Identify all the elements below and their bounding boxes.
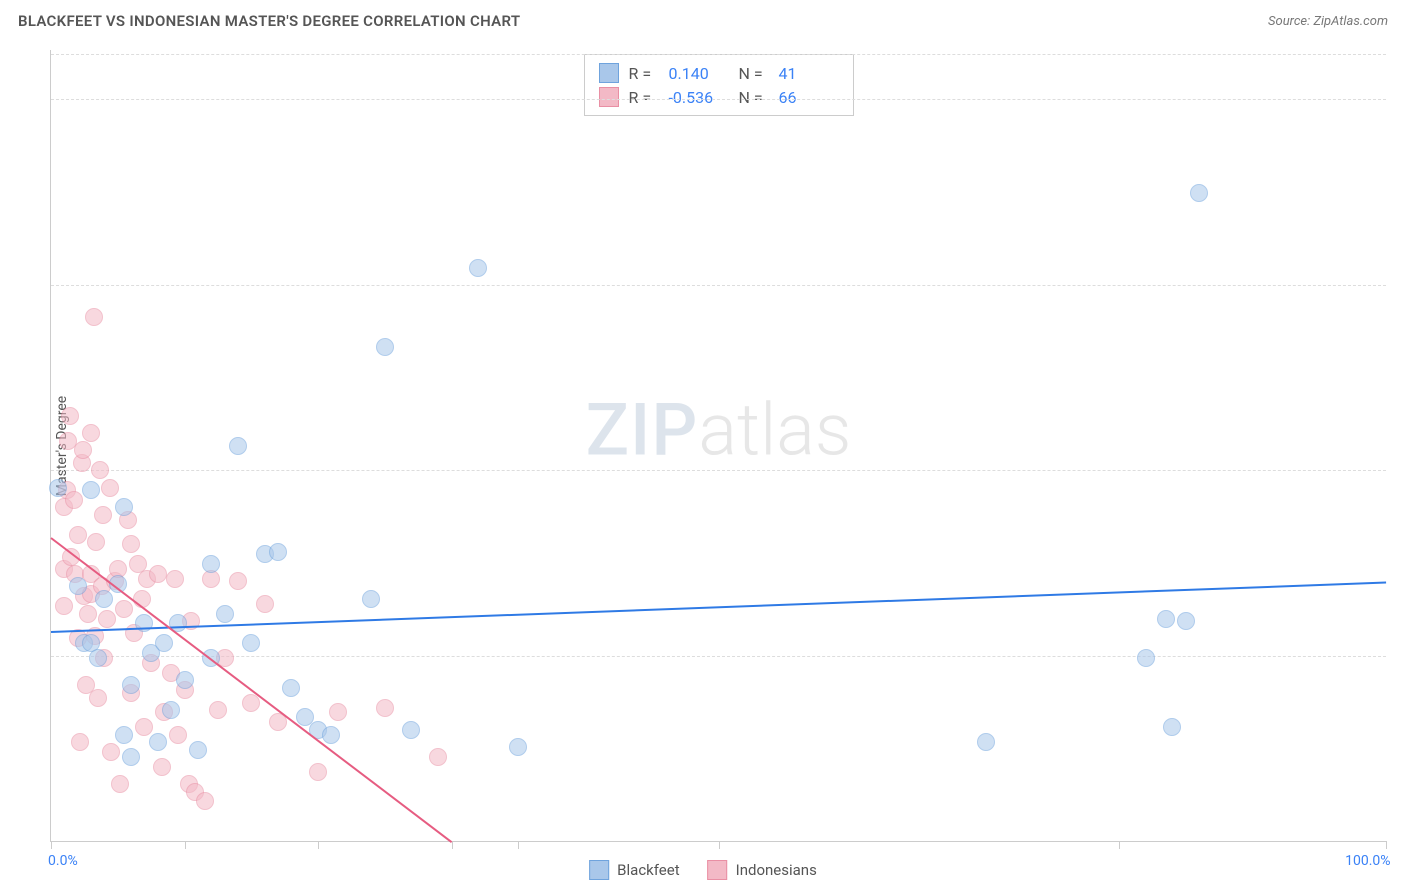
scatter-point [87,533,105,551]
scatter-point [269,543,287,561]
legend-item-blackfeet: Blackfeet [589,860,679,880]
scatter-point [149,565,167,583]
scatter-point [229,572,247,590]
trend-line [50,537,452,843]
scatter-point [196,792,214,810]
scatter-point [71,733,89,751]
scatter-point [153,758,171,776]
scatter-point [362,590,380,608]
scatter-point [69,577,87,595]
x-tick [318,841,319,849]
x-tick [1386,841,1387,849]
scatter-point [135,718,153,736]
x-tick [185,841,186,849]
scatter-point [309,763,327,781]
scatter-point [1137,649,1155,667]
chart-source: Source: ZipAtlas.com [1268,14,1388,29]
scatter-point [55,597,73,615]
stats-row-indonesians: R = -0.536 N = 66 [599,85,839,109]
scatter-point [49,479,67,497]
scatter-point [95,590,113,608]
scatter-point [256,595,274,613]
swatch-indonesians [599,87,619,107]
scatter-point [1190,184,1208,202]
scatter-point [469,259,487,277]
scatter-point [149,733,167,751]
legend-item-indonesians: Indonesians [708,860,817,880]
grid-line [51,656,1386,657]
grid-line [51,54,1386,55]
x-tick-label-left: 0.0% [48,853,78,869]
scatter-point [82,481,100,499]
scatter-point [209,701,227,719]
scatter-point [122,748,140,766]
scatter-point [155,634,173,652]
scatter-point [61,407,79,425]
watermark: ZIPatlas [586,387,852,472]
scatter-point [242,634,260,652]
grid-line [51,99,1386,100]
scatter-point [162,701,180,719]
grid-line [51,285,1386,286]
scatter-point [102,743,120,761]
scatter-point [1157,610,1175,628]
x-tick [452,841,453,849]
scatter-point [216,605,234,623]
stats-row-blackfeet: R = 0.140 N = 41 [599,61,839,85]
swatch-blackfeet-bottom [589,860,609,880]
scatter-point [376,338,394,356]
scatter-point [509,738,527,756]
scatter-point [322,726,340,744]
scatter-point [74,441,92,459]
plot-area: ZIPatlas R = 0.140 N = 41 R = -0.536 N =… [50,50,1386,842]
chart-title: BLACKFEET VS INDONESIAN MASTER'S DEGREE … [18,12,520,30]
scatter-point [115,726,133,744]
scatter-point [329,703,347,721]
scatter-point [429,748,447,766]
scatter-point [176,671,194,689]
scatter-point [135,614,153,632]
scatter-point [169,726,187,744]
scatter-point [69,526,87,544]
scatter-point [122,535,140,553]
scatter-point [977,733,995,751]
scatter-point [85,308,103,326]
scatter-point [82,424,100,442]
scatter-point [1177,612,1195,630]
x-tick-label-right: 100.0% [1345,853,1390,869]
bottom-legend: Blackfeet Indonesians [589,860,817,880]
scatter-point [115,498,133,516]
scatter-point [282,679,300,697]
chart-header: BLACKFEET VS INDONESIAN MASTER'S DEGREE … [0,0,1406,38]
scatter-point [202,555,220,573]
scatter-point [1163,718,1181,736]
swatch-blackfeet [599,63,619,83]
chart-container: ZIPatlas R = 0.140 N = 41 R = -0.536 N =… [50,50,1386,842]
scatter-point [122,676,140,694]
scatter-point [166,570,184,588]
scatter-point [229,437,247,455]
scatter-point [101,479,119,497]
scatter-point [115,600,133,618]
x-tick [1119,841,1120,849]
grid-line [51,470,1386,471]
swatch-indonesians-bottom [708,860,728,880]
x-tick [518,841,519,849]
scatter-point [376,699,394,717]
scatter-point [98,610,116,628]
scatter-point [111,775,129,793]
scatter-point [402,721,420,739]
scatter-point [94,506,112,524]
scatter-point [91,461,109,479]
scatter-point [89,649,107,667]
scatter-point [189,741,207,759]
stats-legend-box: R = 0.140 N = 41 R = -0.536 N = 66 [584,54,854,116]
scatter-point [89,689,107,707]
scatter-point [79,605,97,623]
x-tick [51,841,52,849]
x-tick [719,841,720,849]
scatter-point [65,491,83,509]
